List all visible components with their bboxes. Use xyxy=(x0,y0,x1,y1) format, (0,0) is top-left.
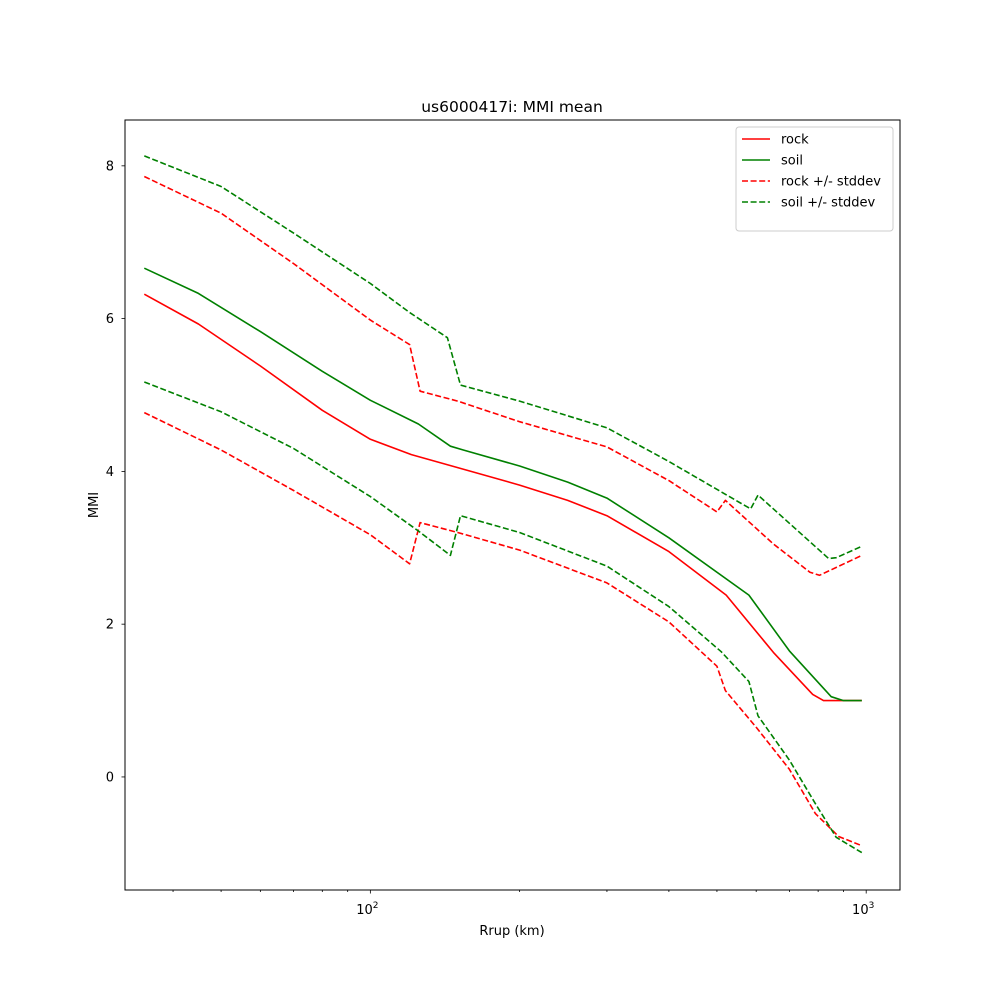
legend: rock soil rock +/- stddev soil +/- stddev xyxy=(735,126,894,232)
y-tick-label: 2 xyxy=(106,618,114,633)
y-tick-label: 4 xyxy=(106,465,114,480)
y-axis-ticks: 0 2 4 6 8 xyxy=(106,159,125,785)
x-axis-label: Rrup (km) xyxy=(479,924,544,939)
x-tick-label: 102 xyxy=(356,901,378,918)
y-tick-label: 0 xyxy=(106,770,114,785)
series-line-rock-stddev-3 xyxy=(143,411,863,847)
plot-frame xyxy=(124,119,901,891)
y-axis-label: MMI xyxy=(87,492,102,518)
legend-label: soil +/- stddev xyxy=(781,196,876,211)
series-line-rock-0 xyxy=(143,293,862,702)
x-axis-ticks: 102 103 xyxy=(172,890,874,918)
legend-box xyxy=(735,126,894,232)
series-line-rock-stddev-2 xyxy=(143,175,863,577)
series-layer xyxy=(143,155,863,854)
series-line-soil-stddev-5 xyxy=(144,381,863,854)
legend-label: rock xyxy=(781,133,809,148)
legend-label: rock +/- stddev xyxy=(781,175,881,190)
series-line-soil-1 xyxy=(143,267,862,702)
series-line-soil-stddev-4 xyxy=(144,155,863,560)
chart-title: us6000417i: MMI mean xyxy=(421,98,603,116)
y-tick-label: 6 xyxy=(106,312,114,327)
legend-label: soil xyxy=(781,154,803,169)
y-tick-label: 8 xyxy=(106,159,114,174)
x-tick-label: 103 xyxy=(852,901,874,918)
